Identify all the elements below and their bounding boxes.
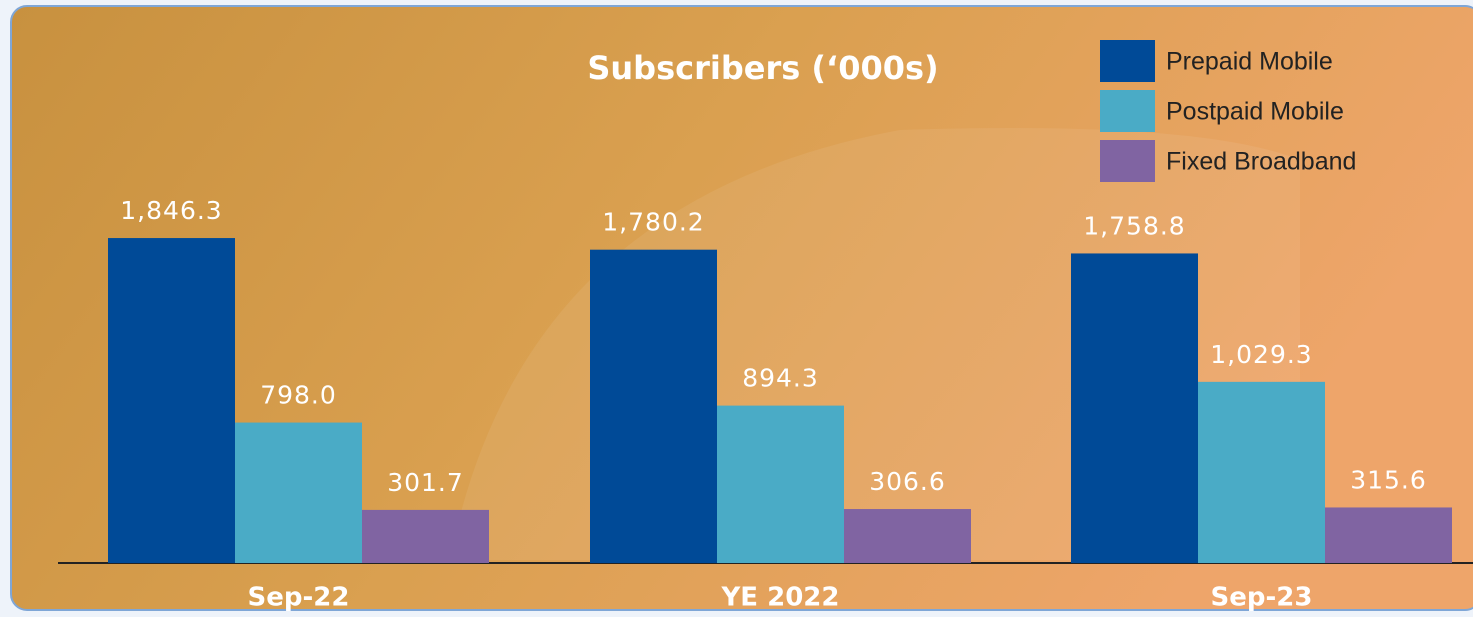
data-label: 798.0	[260, 381, 337, 410]
legend-label: Prepaid Mobile	[1166, 48, 1333, 76]
legend-swatch	[1100, 90, 1155, 132]
bar	[590, 249, 717, 563]
data-label: 1,846.3	[120, 196, 222, 225]
data-label: 1,029.3	[1210, 340, 1312, 369]
data-label: 301.7	[387, 468, 464, 497]
x-tick-label: Sep-23	[1211, 583, 1313, 613]
bar	[717, 405, 844, 563]
data-label: 894.3	[742, 364, 819, 393]
data-label: 315.6	[1350, 465, 1427, 494]
chart-title: Subscribers (‘000s)	[587, 49, 938, 87]
legend-label: Postpaid Mobile	[1166, 98, 1344, 126]
legend-swatch	[1100, 40, 1155, 82]
data-label: 1,780.2	[602, 208, 704, 237]
bar	[1071, 253, 1198, 563]
bar	[1198, 381, 1325, 563]
bar	[362, 509, 489, 563]
data-label: 1,758.8	[1083, 211, 1185, 240]
x-tick-label: Sep-22	[248, 583, 350, 613]
data-label: 306.6	[869, 467, 946, 496]
legend-label: Fixed Broadband	[1166, 148, 1356, 176]
x-tick-label: YE 2022	[720, 583, 839, 613]
bar	[1325, 507, 1452, 563]
legend-swatch	[1100, 140, 1155, 182]
bar	[108, 238, 235, 563]
bar	[844, 509, 971, 563]
bar	[235, 422, 362, 563]
